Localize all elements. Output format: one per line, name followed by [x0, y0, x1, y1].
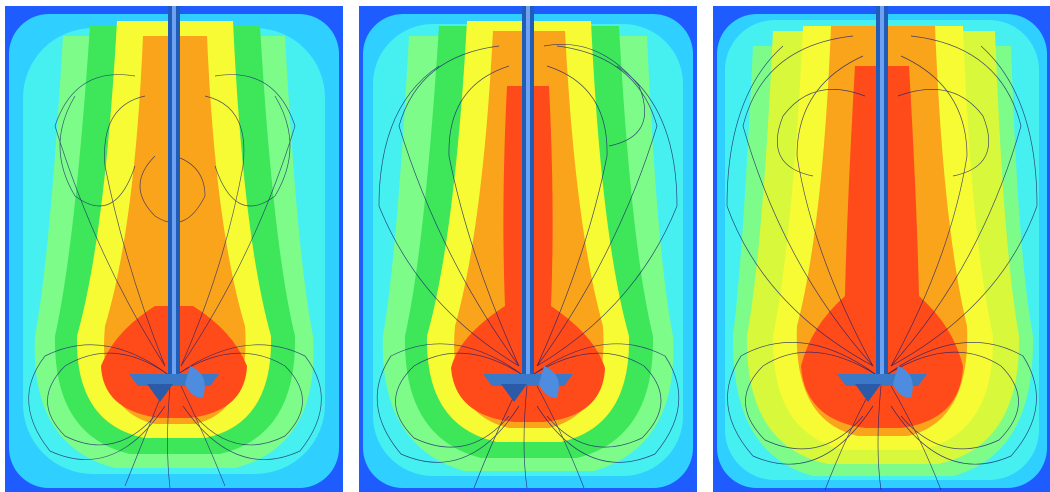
- impeller-blade-left: [147, 384, 173, 402]
- cfd-panel-2: [359, 6, 697, 492]
- impeller-blade-right: [893, 366, 913, 398]
- streamlines: [726, 35, 1038, 491]
- impeller-blade-left: [855, 384, 881, 402]
- impeller-disc: [129, 374, 219, 386]
- streamlines: [376, 43, 680, 489]
- velocity-contour-plot-1: [5, 6, 343, 492]
- impeller-disc: [837, 374, 927, 386]
- impeller-blade-right: [185, 366, 205, 398]
- shaft-highlight: [172, 6, 176, 386]
- shaft-highlight: [526, 6, 530, 386]
- shaft-highlight: [880, 6, 884, 386]
- impeller-disc: [483, 374, 573, 386]
- cfd-panel-3: [713, 6, 1050, 492]
- impeller-blade-left: [501, 384, 527, 402]
- velocity-contour-plot-3: [713, 6, 1050, 492]
- impeller-blade-right: [539, 366, 559, 398]
- velocity-contour-plot-2: [359, 6, 697, 492]
- cfd-panel-1: [5, 6, 343, 492]
